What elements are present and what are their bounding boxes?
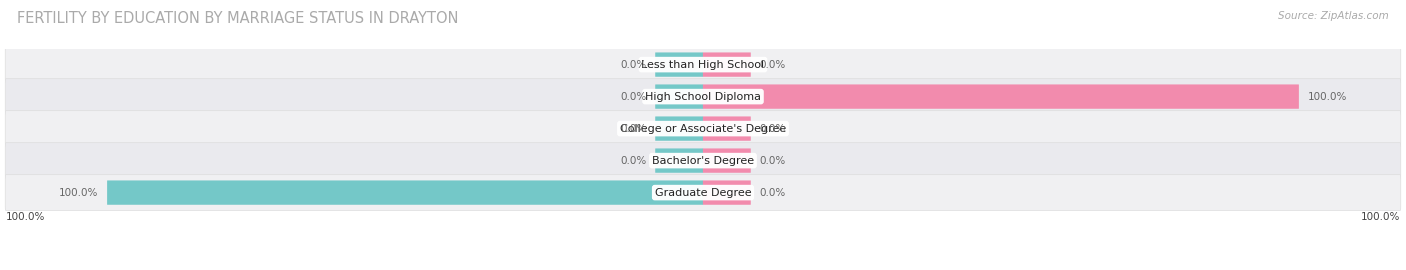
FancyBboxPatch shape [703, 116, 751, 141]
FancyBboxPatch shape [6, 111, 1400, 147]
Text: 100.0%: 100.0% [1361, 212, 1400, 222]
Text: 100.0%: 100.0% [1308, 92, 1347, 102]
FancyBboxPatch shape [107, 180, 703, 205]
Text: Graduate Degree: Graduate Degree [655, 188, 751, 198]
Text: Source: ZipAtlas.com: Source: ZipAtlas.com [1278, 11, 1389, 21]
FancyBboxPatch shape [703, 148, 751, 173]
Text: 0.0%: 0.0% [759, 124, 786, 134]
Text: 0.0%: 0.0% [759, 188, 786, 198]
Text: College or Associate's Degree: College or Associate's Degree [620, 124, 786, 134]
FancyBboxPatch shape [703, 52, 751, 77]
FancyBboxPatch shape [703, 180, 751, 205]
Text: 0.0%: 0.0% [620, 124, 647, 134]
Text: FERTILITY BY EDUCATION BY MARRIAGE STATUS IN DRAYTON: FERTILITY BY EDUCATION BY MARRIAGE STATU… [17, 11, 458, 26]
Text: 100.0%: 100.0% [59, 188, 98, 198]
Text: 0.0%: 0.0% [620, 156, 647, 166]
FancyBboxPatch shape [655, 52, 703, 77]
Text: Less than High School: Less than High School [641, 60, 765, 70]
FancyBboxPatch shape [703, 85, 1299, 109]
FancyBboxPatch shape [6, 143, 1400, 178]
FancyBboxPatch shape [6, 79, 1400, 114]
FancyBboxPatch shape [6, 47, 1400, 83]
Text: 0.0%: 0.0% [620, 60, 647, 70]
FancyBboxPatch shape [655, 148, 703, 173]
Text: High School Diploma: High School Diploma [645, 92, 761, 102]
Text: 0.0%: 0.0% [759, 60, 786, 70]
Text: Bachelor's Degree: Bachelor's Degree [652, 156, 754, 166]
FancyBboxPatch shape [655, 116, 703, 141]
Text: 100.0%: 100.0% [6, 212, 45, 222]
FancyBboxPatch shape [655, 85, 703, 109]
Text: 0.0%: 0.0% [620, 92, 647, 102]
FancyBboxPatch shape [6, 175, 1400, 211]
Text: 0.0%: 0.0% [759, 156, 786, 166]
